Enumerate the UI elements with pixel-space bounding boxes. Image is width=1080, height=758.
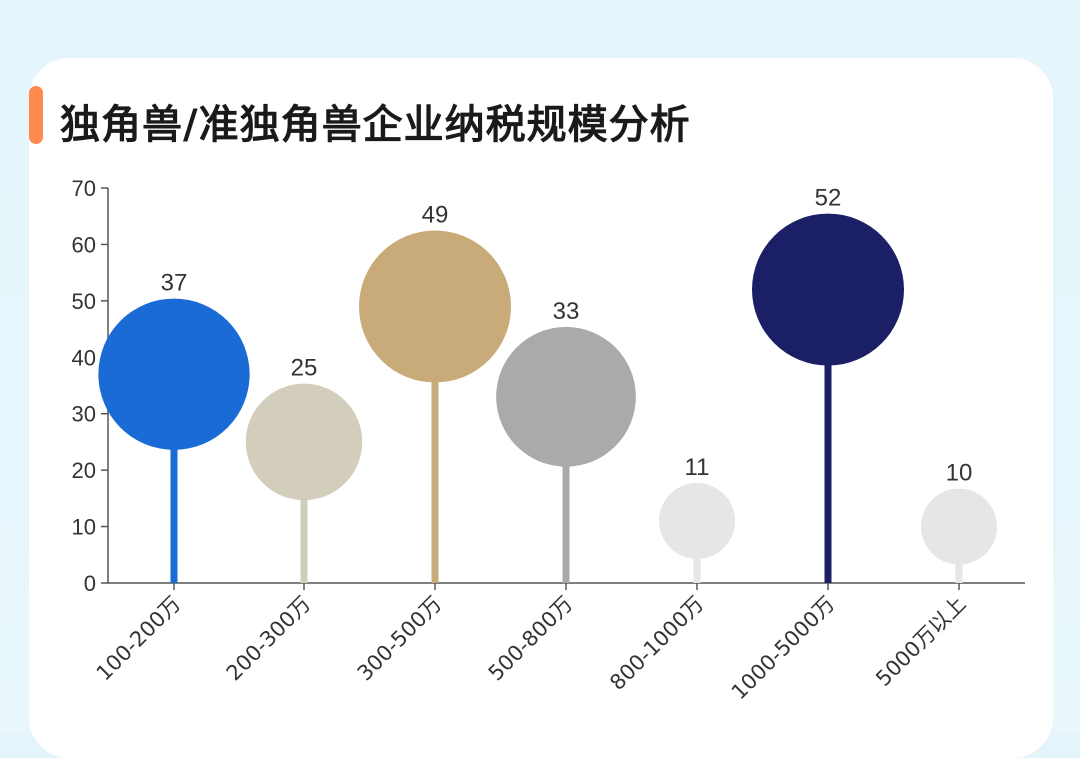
y-tick-label: 10 bbox=[72, 515, 96, 540]
data-label: 11 bbox=[685, 454, 710, 481]
x-tick-label: 5000万以上 bbox=[871, 592, 970, 691]
y-tick-label: 30 bbox=[72, 402, 96, 427]
lollipop-bubble bbox=[752, 213, 904, 366]
lollipop-bubble bbox=[659, 482, 735, 559]
lollipop-bubble bbox=[359, 230, 511, 383]
x-tick-label: 100-200万 bbox=[92, 592, 186, 686]
y-tick-label: 40 bbox=[72, 345, 96, 370]
lollipop-bubble bbox=[98, 298, 250, 450]
chart-marks bbox=[98, 213, 997, 583]
chart-axes: 0 10 20 30 40 50 60 70 bbox=[72, 176, 1025, 596]
y-tick-label: 50 bbox=[72, 289, 96, 314]
x-tick-label: 1000-5000万 bbox=[727, 592, 840, 705]
data-label: 33 bbox=[553, 298, 580, 325]
lollipop-bubble bbox=[496, 326, 636, 467]
y-tick-label: 20 bbox=[72, 458, 96, 483]
y-tick-label: 70 bbox=[72, 176, 96, 201]
data-label: 52 bbox=[815, 185, 842, 212]
data-label: 25 bbox=[291, 355, 318, 382]
x-tick-label: 200-300万 bbox=[222, 592, 316, 686]
lollipop-bubble bbox=[245, 383, 363, 501]
data-label: 10 bbox=[946, 460, 973, 487]
chart-title: 独角兽/准独角兽企业纳税规模分析 bbox=[60, 102, 691, 148]
x-tick-label: 800-1000万 bbox=[605, 592, 708, 695]
lollipop-bubble bbox=[921, 488, 997, 565]
x-tick-label: 300-500万 bbox=[353, 592, 447, 686]
data-label: 37 bbox=[161, 270, 188, 297]
title-accent-bar bbox=[29, 86, 43, 144]
data-label: 49 bbox=[422, 202, 449, 229]
lollipop-chart: 0 10 20 30 40 50 60 70 37 100-200万 25 200-300万 49 30… bbox=[72, 176, 1025, 705]
x-tick-label: 500-800万 bbox=[484, 592, 578, 686]
y-tick-label: 60 bbox=[72, 232, 96, 257]
y-tick-label: 0 bbox=[84, 571, 96, 596]
